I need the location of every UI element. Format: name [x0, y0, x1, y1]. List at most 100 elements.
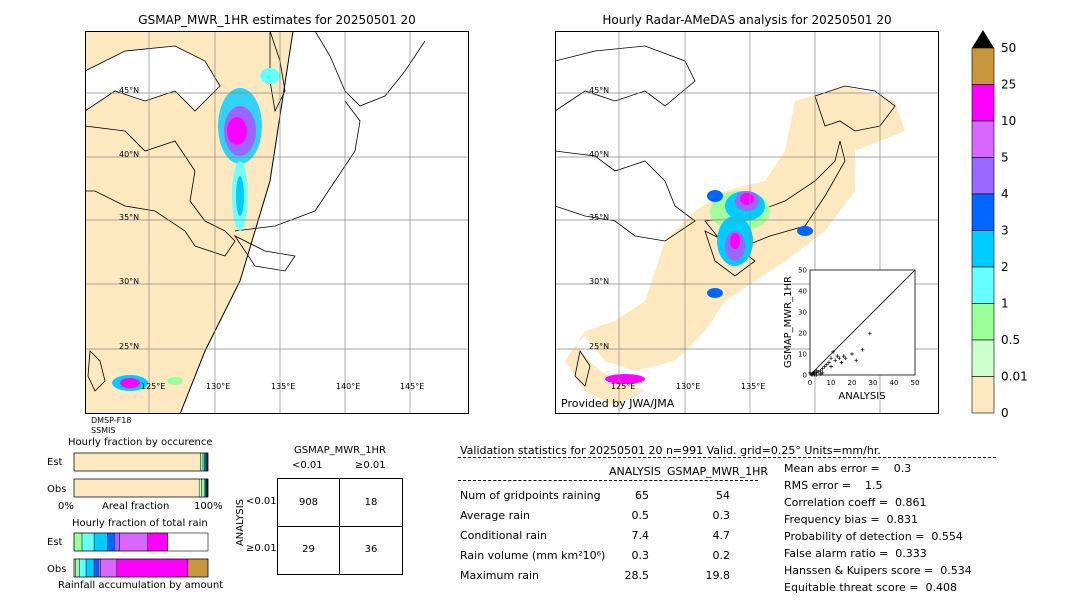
colorbar-segment: [971, 193, 995, 231]
stack-segment: [81, 532, 95, 552]
validation-row-label: Conditional rain: [460, 529, 548, 542]
scatter-point: [814, 373, 819, 377]
colorbar-segment: [971, 376, 995, 414]
scatter-xtick: 30: [869, 379, 878, 387]
colorbar-segment: [971, 157, 995, 195]
colorbar-label: 4: [1001, 187, 1009, 201]
contingency-cell: 36: [364, 544, 378, 555]
validation-divider: [458, 457, 996, 458]
validation-col-analysis: ANALYSIS: [609, 465, 661, 478]
validation-score: RMS error = 1.5: [784, 479, 883, 492]
left-map-title: GSMAP_MWR_1HR estimates for 20250501 20: [138, 13, 416, 27]
validation-row-label: Num of gridpoints raining: [460, 489, 601, 502]
left-lon-125: 125°E: [141, 382, 165, 391]
colorbar-label: 0: [1001, 406, 1009, 420]
validation-row-gsmap: 54: [716, 489, 730, 502]
colorbar-label: 3: [1001, 224, 1009, 238]
scatter-point: [837, 356, 842, 360]
scatter-point: [816, 370, 821, 374]
stack-segment: [202, 452, 205, 472]
contingency-row-lt: <0.01: [246, 496, 277, 507]
total-rain-obs-label: Obs: [47, 564, 67, 575]
right-lon-125: 125°E: [611, 382, 635, 391]
left-lat-40: 40°N: [119, 150, 139, 159]
scatter-point: [843, 356, 848, 360]
stack-segment: [93, 532, 108, 552]
colorbar-extend-triangle: [972, 30, 994, 48]
stack-segment: [198, 478, 202, 498]
colorbar-segment: [971, 120, 995, 158]
right-lat-40: 40°N: [589, 150, 609, 159]
scatter-point: [820, 366, 825, 371]
scatter-ytick: 0: [803, 372, 807, 380]
validation-row-label: Average rain: [460, 509, 530, 522]
scatter-ytick: 50: [798, 267, 807, 275]
contingency-col-ge: ≥0.01: [355, 460, 386, 471]
left-lat-35: 35°N: [119, 213, 139, 222]
stack-segment: [93, 558, 99, 578]
validation-score: False alarm ratio = 0.333: [784, 547, 927, 560]
right-lat-45: 45°N: [589, 86, 609, 95]
validation-row-label: Maximum rain: [460, 569, 539, 582]
contingency-title: GSMAP_MWR_1HR: [294, 445, 386, 456]
validation-row-analysis: 7.4: [631, 529, 650, 542]
stack-segment: [116, 558, 189, 578]
stack-segment: [187, 558, 209, 578]
colorbar-segment: [971, 84, 995, 122]
scatter-point: [825, 362, 829, 367]
scatter-point: [854, 358, 858, 363]
stack-segment: [73, 452, 201, 472]
stack-segment: [107, 532, 115, 552]
right-lat-30: 30°N: [589, 277, 609, 286]
validation-col-divider: [458, 480, 758, 481]
occurrence-axis-right: 100%: [194, 501, 223, 512]
colorbar-segment: [971, 230, 995, 268]
stack-segment: [147, 532, 168, 552]
colorbar-label: 5: [1001, 151, 1009, 165]
validation-score: Probability of detection = 0.554: [784, 530, 963, 543]
scatter-point: [818, 369, 823, 373]
validation-row-analysis: 28.5: [624, 569, 650, 582]
total-rain-axis-label: Rainfall accumulation by amount: [58, 580, 224, 591]
validation-score: Hanssen & Kuipers score = 0.534: [784, 564, 972, 577]
stack-segment: [73, 532, 83, 552]
colorbar-segment: [971, 339, 995, 377]
validation-score: Correlation coeff = 0.861: [784, 496, 927, 509]
validation-col-gsmap: GSMAP_MWR_1HR: [667, 465, 769, 478]
scatter-xtick: 10: [827, 379, 836, 387]
stack-frame: [73, 532, 209, 552]
right-lat-35: 35°N: [589, 213, 609, 222]
scatter-ytick: 10: [798, 351, 807, 359]
scatter-point: [808, 371, 812, 375]
stack-frame: [73, 558, 209, 578]
occurrence-axis-mid: Areal fraction: [102, 501, 170, 512]
total-rain-bars: [73, 532, 209, 578]
total-rain-est-label: Est: [47, 537, 63, 548]
scatter-xtick: 40: [890, 379, 899, 387]
colorbar-segment: [971, 303, 995, 341]
scatter-point: [860, 348, 865, 352]
scatter-xtick: 20: [848, 379, 857, 387]
left-lon-140: 140°E: [336, 382, 360, 391]
validation-row-analysis: 0.5: [631, 509, 650, 522]
sensor-label-1: DMSP-F18: [91, 416, 132, 425]
scatter-point: [829, 356, 833, 360]
stack-segment: [85, 558, 95, 578]
stack-segment: [200, 452, 204, 472]
right-lat-25: 25°N: [589, 342, 609, 351]
total-rain-title: Hourly fraction of total rain: [72, 518, 208, 529]
scatter-xtick: 0: [808, 379, 812, 387]
scatter-point: [835, 354, 840, 358]
validation-row-analysis: 0.3: [631, 549, 650, 562]
occurrence-title: Hourly fraction by occurence: [68, 437, 213, 448]
scatter-point: [822, 364, 827, 369]
sensor-label-2: SSMIS: [91, 426, 116, 435]
occurrence-obs-label: Obs: [47, 484, 67, 495]
occurrence-est-label: Est: [47, 457, 63, 468]
left-lat-45: 45°N: [119, 86, 139, 95]
scatter-point: [841, 354, 846, 358]
scatter-point: [827, 360, 831, 365]
colorbar: 50 25 10 5 4 3 2 1 0.5 0.01 0: [971, 30, 1028, 420]
stack-segment: [201, 478, 205, 498]
left-lat-25: 25°N: [119, 342, 139, 351]
